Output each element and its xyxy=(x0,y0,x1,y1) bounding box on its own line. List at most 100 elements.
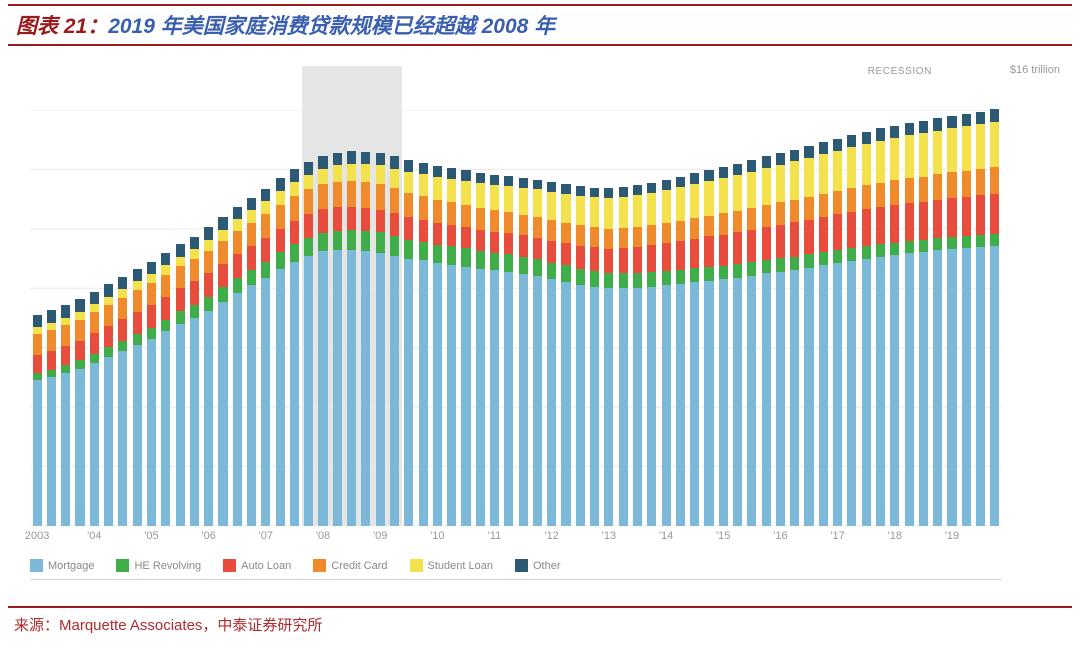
bar-seg-creditcard xyxy=(161,275,170,297)
bar-seg-other xyxy=(762,156,771,167)
bar-column xyxy=(790,150,799,526)
bar-seg-herevolving xyxy=(104,347,113,357)
bar-seg-autoloan xyxy=(962,197,971,236)
bar-seg-creditcard xyxy=(804,197,813,220)
bar-column xyxy=(161,253,170,526)
bar-seg-herevolving xyxy=(118,341,127,351)
bar-seg-mortgage xyxy=(590,287,599,526)
bar-seg-mortgage xyxy=(419,260,428,526)
legend-item-herevolving: HE Revolving xyxy=(116,559,201,572)
bar-seg-studentloan xyxy=(762,168,771,205)
bar-seg-other xyxy=(976,112,985,125)
bar-seg-studentloan xyxy=(847,147,856,188)
legend-label: Mortgage xyxy=(48,560,94,572)
bar-seg-autoloan xyxy=(947,198,956,237)
bar-seg-studentloan xyxy=(204,240,213,251)
bar-seg-autoloan xyxy=(147,305,156,328)
bar-column xyxy=(304,162,313,526)
bar-column xyxy=(218,217,227,526)
bar-seg-herevolving xyxy=(519,257,528,275)
bar-seg-other xyxy=(218,217,227,229)
bar-seg-mortgage xyxy=(776,272,785,526)
bar-seg-creditcard xyxy=(147,283,156,305)
bar-column xyxy=(90,292,99,526)
bar-seg-other xyxy=(876,128,885,140)
bar-seg-mortgage xyxy=(404,259,413,526)
legend-swatch xyxy=(515,559,528,572)
bar-seg-mortgage xyxy=(919,252,928,526)
bar-seg-herevolving xyxy=(233,278,242,293)
bar-column xyxy=(733,164,742,526)
bar-seg-autoloan xyxy=(233,254,242,278)
bar-seg-autoloan xyxy=(561,243,570,266)
bar-seg-other xyxy=(576,186,585,196)
bar-seg-other xyxy=(933,118,942,130)
bar-seg-other xyxy=(905,123,914,135)
bar-seg-studentloan xyxy=(905,135,914,178)
bar-seg-autoloan xyxy=(190,281,199,304)
bar-column xyxy=(333,153,342,526)
bar-seg-herevolving xyxy=(790,257,799,270)
bar-seg-other xyxy=(704,170,713,181)
bar-seg-creditcard xyxy=(390,188,399,213)
bar-seg-other xyxy=(261,189,270,201)
bar-column xyxy=(533,180,542,526)
bar-seg-creditcard xyxy=(419,196,428,220)
bar-seg-other xyxy=(347,151,356,163)
legend-label: Other xyxy=(533,560,561,572)
bar-seg-mortgage xyxy=(361,251,370,526)
legend-item-creditcard: Credit Card xyxy=(313,559,387,572)
bar-seg-autoloan xyxy=(990,194,999,234)
bar-seg-mortgage xyxy=(947,249,956,526)
bar-seg-autoloan xyxy=(218,264,227,288)
bar-seg-mortgage xyxy=(976,247,985,526)
bar-seg-autoloan xyxy=(833,214,842,250)
bar-seg-studentloan xyxy=(361,164,370,182)
bar-seg-autoloan xyxy=(576,246,585,269)
bar-seg-creditcard xyxy=(304,189,313,214)
bar-seg-mortgage xyxy=(161,331,170,526)
bar-seg-other xyxy=(333,153,342,165)
bar-seg-other xyxy=(75,299,84,311)
bar-seg-creditcard xyxy=(862,185,871,209)
bar-column xyxy=(204,227,213,526)
bar-seg-mortgage xyxy=(862,259,871,526)
bar-seg-other xyxy=(947,116,956,128)
bar-seg-studentloan xyxy=(547,192,556,220)
bar-seg-autoloan xyxy=(447,225,456,246)
bar-seg-studentloan xyxy=(318,169,327,184)
bar-seg-creditcard xyxy=(233,231,242,254)
bar-seg-mortgage xyxy=(304,256,313,526)
bar-seg-autoloan xyxy=(604,249,613,273)
bar-column xyxy=(347,151,356,526)
bar-seg-creditcard xyxy=(104,305,113,326)
legend-divider xyxy=(30,579,1002,580)
bar-seg-autoloan xyxy=(33,355,42,373)
bar-seg-creditcard xyxy=(990,167,999,194)
bar-seg-studentloan xyxy=(47,323,56,330)
legend-item-studentloan: Student Loan xyxy=(410,559,493,572)
bar-seg-mortgage xyxy=(704,281,713,526)
x-label: '05 xyxy=(144,530,158,542)
bar-seg-herevolving xyxy=(47,370,56,377)
legend-label: Credit Card xyxy=(331,560,387,572)
bar-seg-autoloan xyxy=(161,297,170,320)
bar-seg-herevolving xyxy=(433,245,442,263)
bar-seg-herevolving xyxy=(604,273,613,288)
bar-seg-mortgage xyxy=(905,253,914,526)
bar-seg-herevolving xyxy=(890,243,899,255)
bar-seg-other xyxy=(847,135,856,147)
bar-seg-studentloan xyxy=(933,131,942,175)
bar-seg-mortgage xyxy=(547,279,556,526)
bar-seg-herevolving xyxy=(905,241,914,253)
x-label: '04 xyxy=(87,530,101,542)
bar-seg-studentloan xyxy=(633,195,642,227)
bar-seg-creditcard xyxy=(333,182,342,207)
bar-seg-autoloan xyxy=(61,346,70,365)
x-label: '10 xyxy=(430,530,444,542)
bar-seg-autoloan xyxy=(461,227,470,248)
bar-column xyxy=(476,173,485,526)
bar-seg-other xyxy=(104,284,113,296)
bar-seg-autoloan xyxy=(890,205,899,243)
bar-seg-creditcard xyxy=(361,182,370,208)
